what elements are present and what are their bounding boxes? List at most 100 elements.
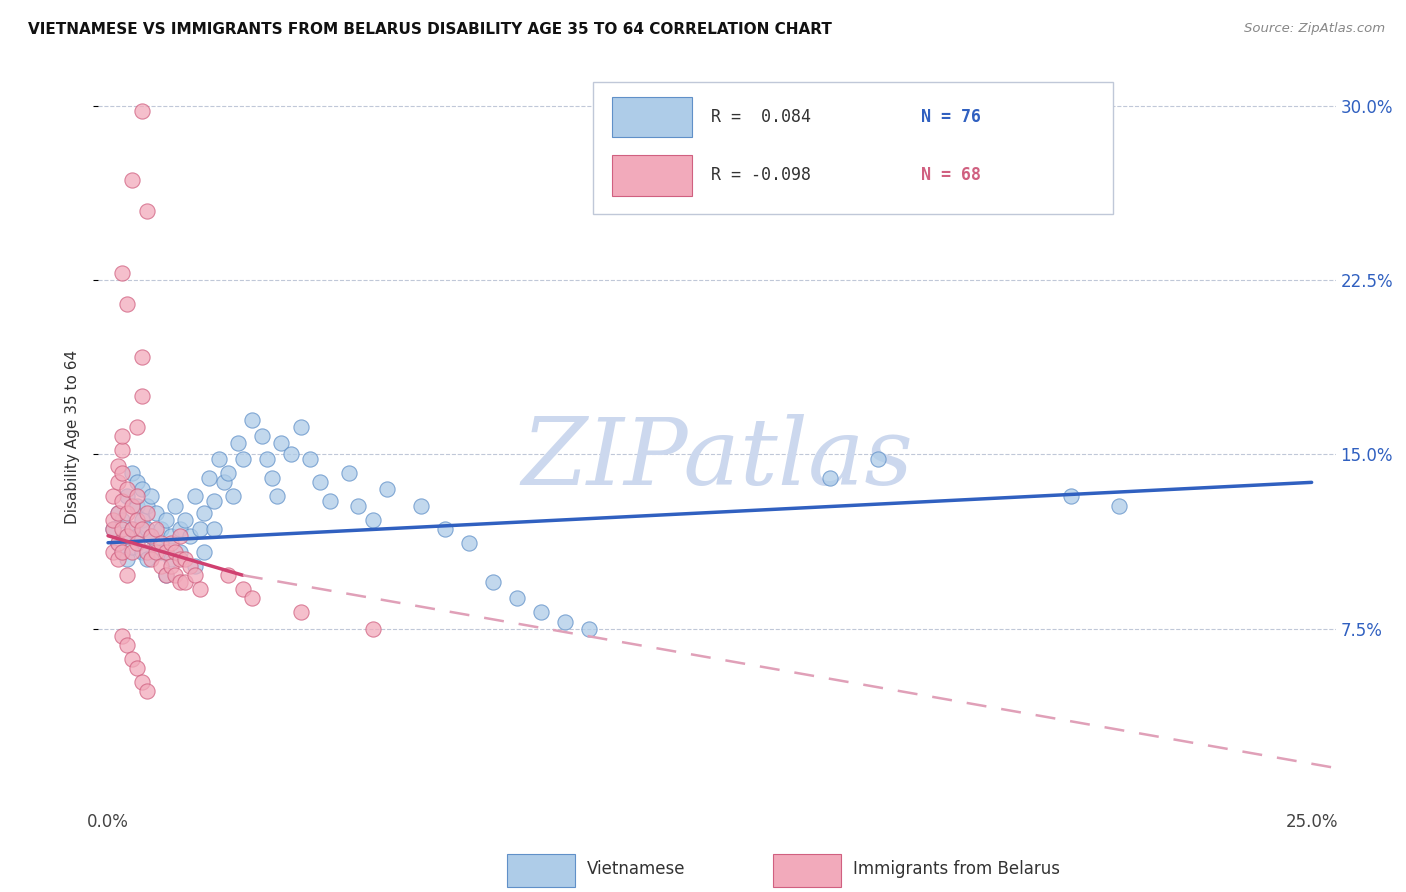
Point (121, 652, 143, 666)
Point (145, 522, 167, 536)
Point (578, 622, 600, 636)
Point (169, 529, 191, 543)
Point (155, 568, 177, 582)
Point (174, 512, 197, 526)
Point (121, 522, 143, 536)
Point (159, 529, 181, 543)
Point (188, 582, 211, 597)
Point (183, 489, 205, 503)
Point (159, 535, 181, 549)
Point (101, 489, 124, 503)
Point (169, 522, 191, 536)
FancyBboxPatch shape (773, 854, 841, 887)
Point (117, 529, 139, 543)
Point (193, 506, 215, 520)
Point (111, 629, 134, 643)
Point (165, 499, 187, 513)
Point (217, 568, 239, 582)
Point (135, 522, 157, 536)
Point (202, 494, 225, 508)
FancyBboxPatch shape (612, 97, 692, 137)
Text: R = -0.098: R = -0.098 (711, 166, 811, 185)
Point (145, 541, 167, 555)
Point (111, 512, 134, 526)
Point (482, 575, 505, 590)
Point (155, 568, 177, 582)
Point (131, 512, 153, 526)
Point (141, 489, 163, 503)
Point (409, 499, 432, 513)
Point (174, 552, 197, 566)
Point (193, 545, 215, 559)
Point (117, 552, 139, 566)
Point (117, 506, 139, 520)
Point (107, 506, 129, 520)
Point (111, 429, 134, 443)
Point (145, 545, 167, 559)
Point (150, 545, 173, 559)
Point (107, 535, 129, 549)
Point (375, 483, 398, 497)
Y-axis label: Disability Age 35 to 64: Disability Age 35 to 64 (65, 350, 80, 524)
Point (125, 512, 148, 526)
Point (183, 558, 205, 573)
Point (155, 512, 177, 526)
Point (131, 103, 153, 118)
Point (179, 529, 201, 543)
Point (337, 466, 360, 480)
Point (150, 535, 173, 549)
Point (107, 475, 129, 490)
Point (208, 452, 231, 467)
Point (270, 436, 292, 450)
Point (318, 494, 340, 508)
Point (117, 296, 139, 310)
Point (169, 575, 191, 590)
Point (135, 545, 157, 559)
Point (135, 552, 157, 566)
Point (155, 545, 177, 559)
Text: N = 68: N = 68 (921, 166, 981, 185)
Point (111, 545, 134, 559)
Text: ZIPatlas: ZIPatlas (522, 414, 912, 504)
FancyBboxPatch shape (612, 155, 692, 195)
Text: R =  0.084: R = 0.084 (711, 108, 811, 126)
Point (174, 575, 197, 590)
Point (101, 522, 124, 536)
Point (111, 494, 134, 508)
Point (188, 522, 211, 536)
Text: Source: ZipAtlas.com: Source: ZipAtlas.com (1244, 22, 1385, 36)
Point (198, 471, 221, 485)
Point (141, 529, 163, 543)
Point (125, 489, 148, 503)
Point (1108, 499, 1130, 513)
Point (159, 558, 181, 573)
Point (125, 419, 148, 434)
Point (135, 506, 157, 520)
Point (121, 466, 143, 480)
Point (169, 552, 191, 566)
Text: Vietnamese: Vietnamese (588, 860, 686, 878)
Point (107, 535, 129, 549)
Point (131, 350, 153, 364)
Point (125, 499, 148, 513)
Point (179, 558, 201, 573)
Point (125, 529, 148, 543)
Point (212, 475, 235, 490)
Point (107, 459, 129, 474)
Point (226, 436, 249, 450)
Point (242, 412, 264, 426)
Point (107, 506, 129, 520)
Point (131, 483, 153, 497)
Point (361, 622, 384, 636)
Point (434, 522, 457, 536)
Point (290, 419, 312, 434)
Point (121, 173, 143, 187)
Point (121, 541, 143, 555)
Point (818, 471, 841, 485)
Point (458, 535, 481, 549)
Point (125, 535, 148, 549)
Point (111, 466, 134, 480)
Point (280, 448, 302, 462)
Point (266, 489, 288, 503)
Point (117, 483, 139, 497)
